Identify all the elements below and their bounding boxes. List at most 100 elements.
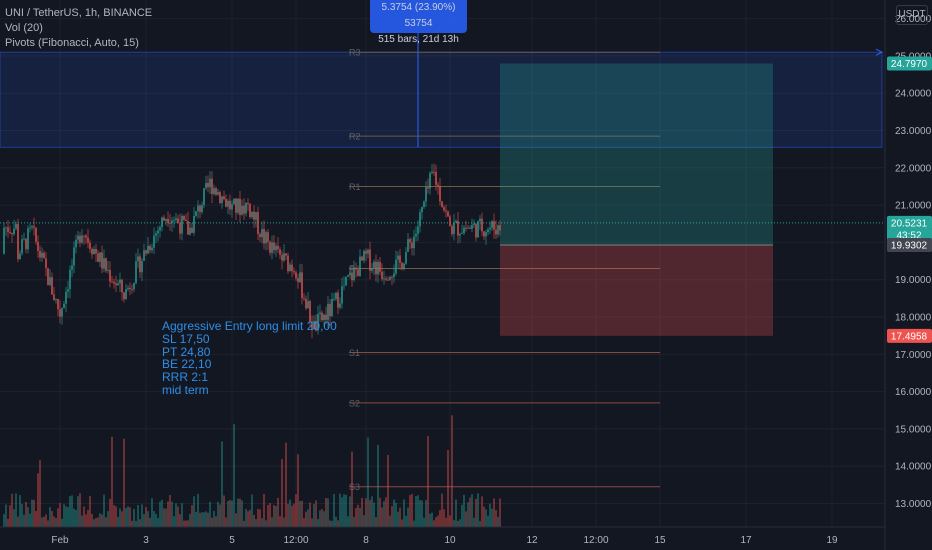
candle-body bbox=[445, 210, 447, 212]
volume-bar bbox=[39, 460, 41, 527]
volume-bar bbox=[219, 504, 221, 527]
candle-body bbox=[421, 206, 423, 213]
volume-bar bbox=[243, 520, 245, 527]
candle-body bbox=[379, 261, 381, 272]
stop-loss-zone[interactable] bbox=[500, 245, 773, 336]
candle-body bbox=[313, 320, 315, 330]
volume-bar bbox=[367, 437, 369, 527]
volume-bar bbox=[357, 504, 359, 527]
candle-body bbox=[181, 215, 183, 234]
volume-bar bbox=[285, 442, 287, 527]
candle-body bbox=[305, 298, 307, 309]
volume-bar bbox=[173, 516, 175, 527]
volume-bar bbox=[365, 498, 367, 527]
price-marker-label: 20.5231 bbox=[891, 218, 928, 229]
volume-bar bbox=[443, 509, 445, 527]
profit-zone[interactable] bbox=[500, 63, 773, 246]
candle-body bbox=[267, 232, 269, 242]
trade-note[interactable]: Aggressive Entry long limit 20,00 SL 17,… bbox=[162, 320, 337, 397]
measure-range-box[interactable] bbox=[0, 51, 883, 148]
candle-body bbox=[353, 267, 355, 281]
candle-body bbox=[19, 253, 21, 260]
candle-body bbox=[149, 245, 151, 251]
candle-body bbox=[13, 228, 15, 235]
volume-bar bbox=[441, 493, 443, 527]
volume-bar bbox=[483, 506, 485, 527]
candle-body bbox=[97, 253, 99, 262]
volume-bar bbox=[43, 516, 45, 527]
candle-body bbox=[9, 231, 11, 233]
candle-body bbox=[49, 277, 51, 285]
time-tick-label: 10 bbox=[444, 535, 456, 546]
volume-bar bbox=[215, 516, 217, 527]
candle-body bbox=[465, 227, 467, 229]
pivots-legend[interactable]: Pivots (Fibonacci, Auto, 15) bbox=[5, 37, 139, 49]
price-tick-label: 24.0000 bbox=[895, 89, 932, 100]
candle-body bbox=[7, 227, 9, 232]
candle-body bbox=[241, 205, 243, 215]
volume-bar bbox=[431, 512, 433, 527]
volume-bar bbox=[155, 513, 157, 527]
candle-body bbox=[355, 267, 357, 270]
volume-bar bbox=[3, 514, 5, 527]
candle-body bbox=[261, 229, 263, 238]
volume-bar bbox=[221, 441, 223, 527]
volume-bar bbox=[163, 508, 165, 527]
candle-body bbox=[59, 309, 61, 317]
volume-bar bbox=[413, 520, 415, 527]
time-tick-label: 5 bbox=[229, 535, 235, 546]
candle-body bbox=[67, 289, 69, 292]
volume-bar bbox=[323, 511, 325, 527]
volume-bar bbox=[119, 508, 121, 527]
candle-body bbox=[323, 314, 325, 320]
candle-body bbox=[487, 229, 489, 233]
volume-bar bbox=[491, 508, 493, 527]
volume-bar bbox=[123, 438, 125, 527]
currency-unit-button[interactable]: USDT bbox=[896, 5, 928, 25]
volume-bar bbox=[325, 498, 327, 527]
candle-body bbox=[235, 198, 237, 213]
candle-body bbox=[433, 171, 435, 173]
volume-bar bbox=[433, 520, 435, 527]
candle-body bbox=[349, 272, 351, 276]
candle-body bbox=[215, 188, 217, 195]
candle-body bbox=[151, 247, 153, 251]
candle-body bbox=[401, 262, 403, 269]
measure-change: 5.3754 (23.90%) 53754 bbox=[381, 2, 456, 29]
candle-body bbox=[457, 221, 459, 236]
volume-legend[interactable]: Vol (20) bbox=[5, 22, 43, 34]
candle-body bbox=[133, 283, 135, 290]
time-tick-label: 3 bbox=[143, 535, 149, 546]
price-tick-label: 19.0000 bbox=[895, 275, 932, 286]
candle-body bbox=[407, 239, 409, 253]
candle-body bbox=[479, 218, 481, 222]
volume-bar bbox=[103, 494, 105, 527]
candle-body bbox=[37, 241, 39, 252]
candle-body bbox=[301, 272, 303, 299]
volume-bar bbox=[333, 494, 335, 527]
candle-body bbox=[473, 223, 475, 225]
candle-body bbox=[321, 312, 323, 320]
candle-body bbox=[223, 196, 225, 200]
candle-body bbox=[277, 245, 279, 250]
volume-bar bbox=[349, 496, 351, 527]
candle-body bbox=[11, 232, 13, 235]
volume-bar bbox=[171, 501, 173, 527]
volume-bar bbox=[7, 518, 9, 527]
candle-body bbox=[3, 227, 5, 254]
candle-body bbox=[53, 294, 55, 300]
candle-body bbox=[217, 192, 219, 195]
symbol-legend[interactable]: UNI / TetherUS, 1h, BINANCE bbox=[5, 7, 153, 19]
volume-bar bbox=[79, 493, 81, 527]
candle-body bbox=[461, 233, 463, 235]
volume-bar bbox=[385, 497, 387, 527]
candle-body bbox=[99, 252, 101, 262]
candle-body bbox=[209, 178, 211, 188]
volume-bar bbox=[207, 512, 209, 527]
candle-body bbox=[227, 200, 229, 207]
candle-body bbox=[309, 301, 311, 322]
candle-body bbox=[331, 299, 333, 317]
candle-body bbox=[43, 252, 45, 259]
volume-bar bbox=[227, 501, 229, 527]
